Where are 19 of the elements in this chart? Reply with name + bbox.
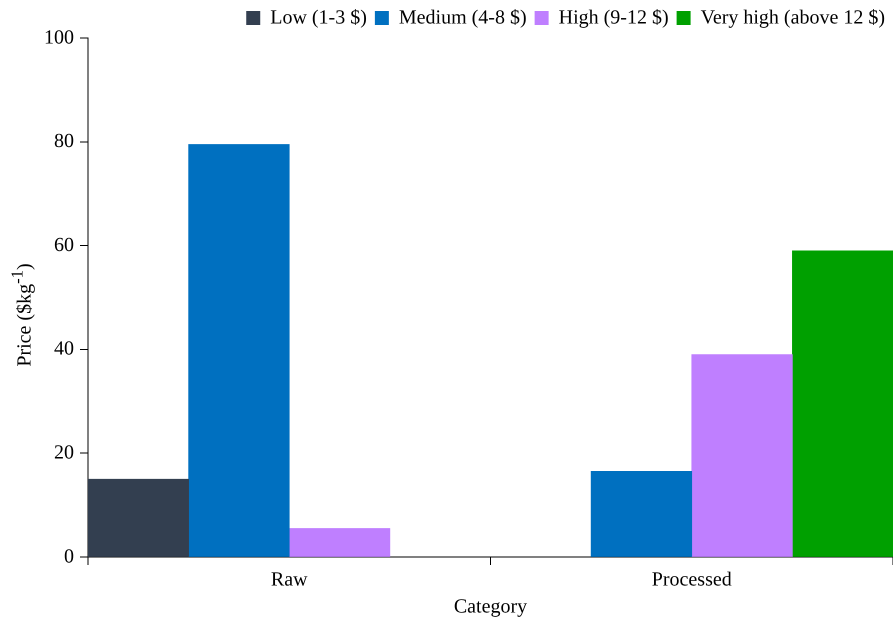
y-tick-label: 0 [64, 545, 74, 568]
legend-label: Low (1-3 $) [270, 6, 367, 28]
bar [188, 144, 290, 557]
x-axis-title: Category [454, 595, 528, 618]
y-tick-label: 100 [44, 26, 74, 48]
bar [792, 250, 893, 557]
y-tick-label: 20 [54, 441, 74, 464]
bar [691, 354, 793, 557]
legend-label: Medium (4-8 $) [398, 6, 527, 28]
y-tick-label: 40 [54, 338, 74, 360]
legend-label: Very high (above 12 $) [700, 6, 886, 28]
y-tick-label: 80 [54, 130, 74, 152]
bar [288, 528, 390, 557]
x-tick-label: Processed [652, 568, 732, 590]
legend-label: High (9-12 $) [558, 6, 669, 28]
y-tick-label: 60 [54, 234, 74, 256]
bar [590, 471, 692, 557]
bar [88, 478, 189, 557]
x-tick-label: Raw [270, 568, 308, 590]
